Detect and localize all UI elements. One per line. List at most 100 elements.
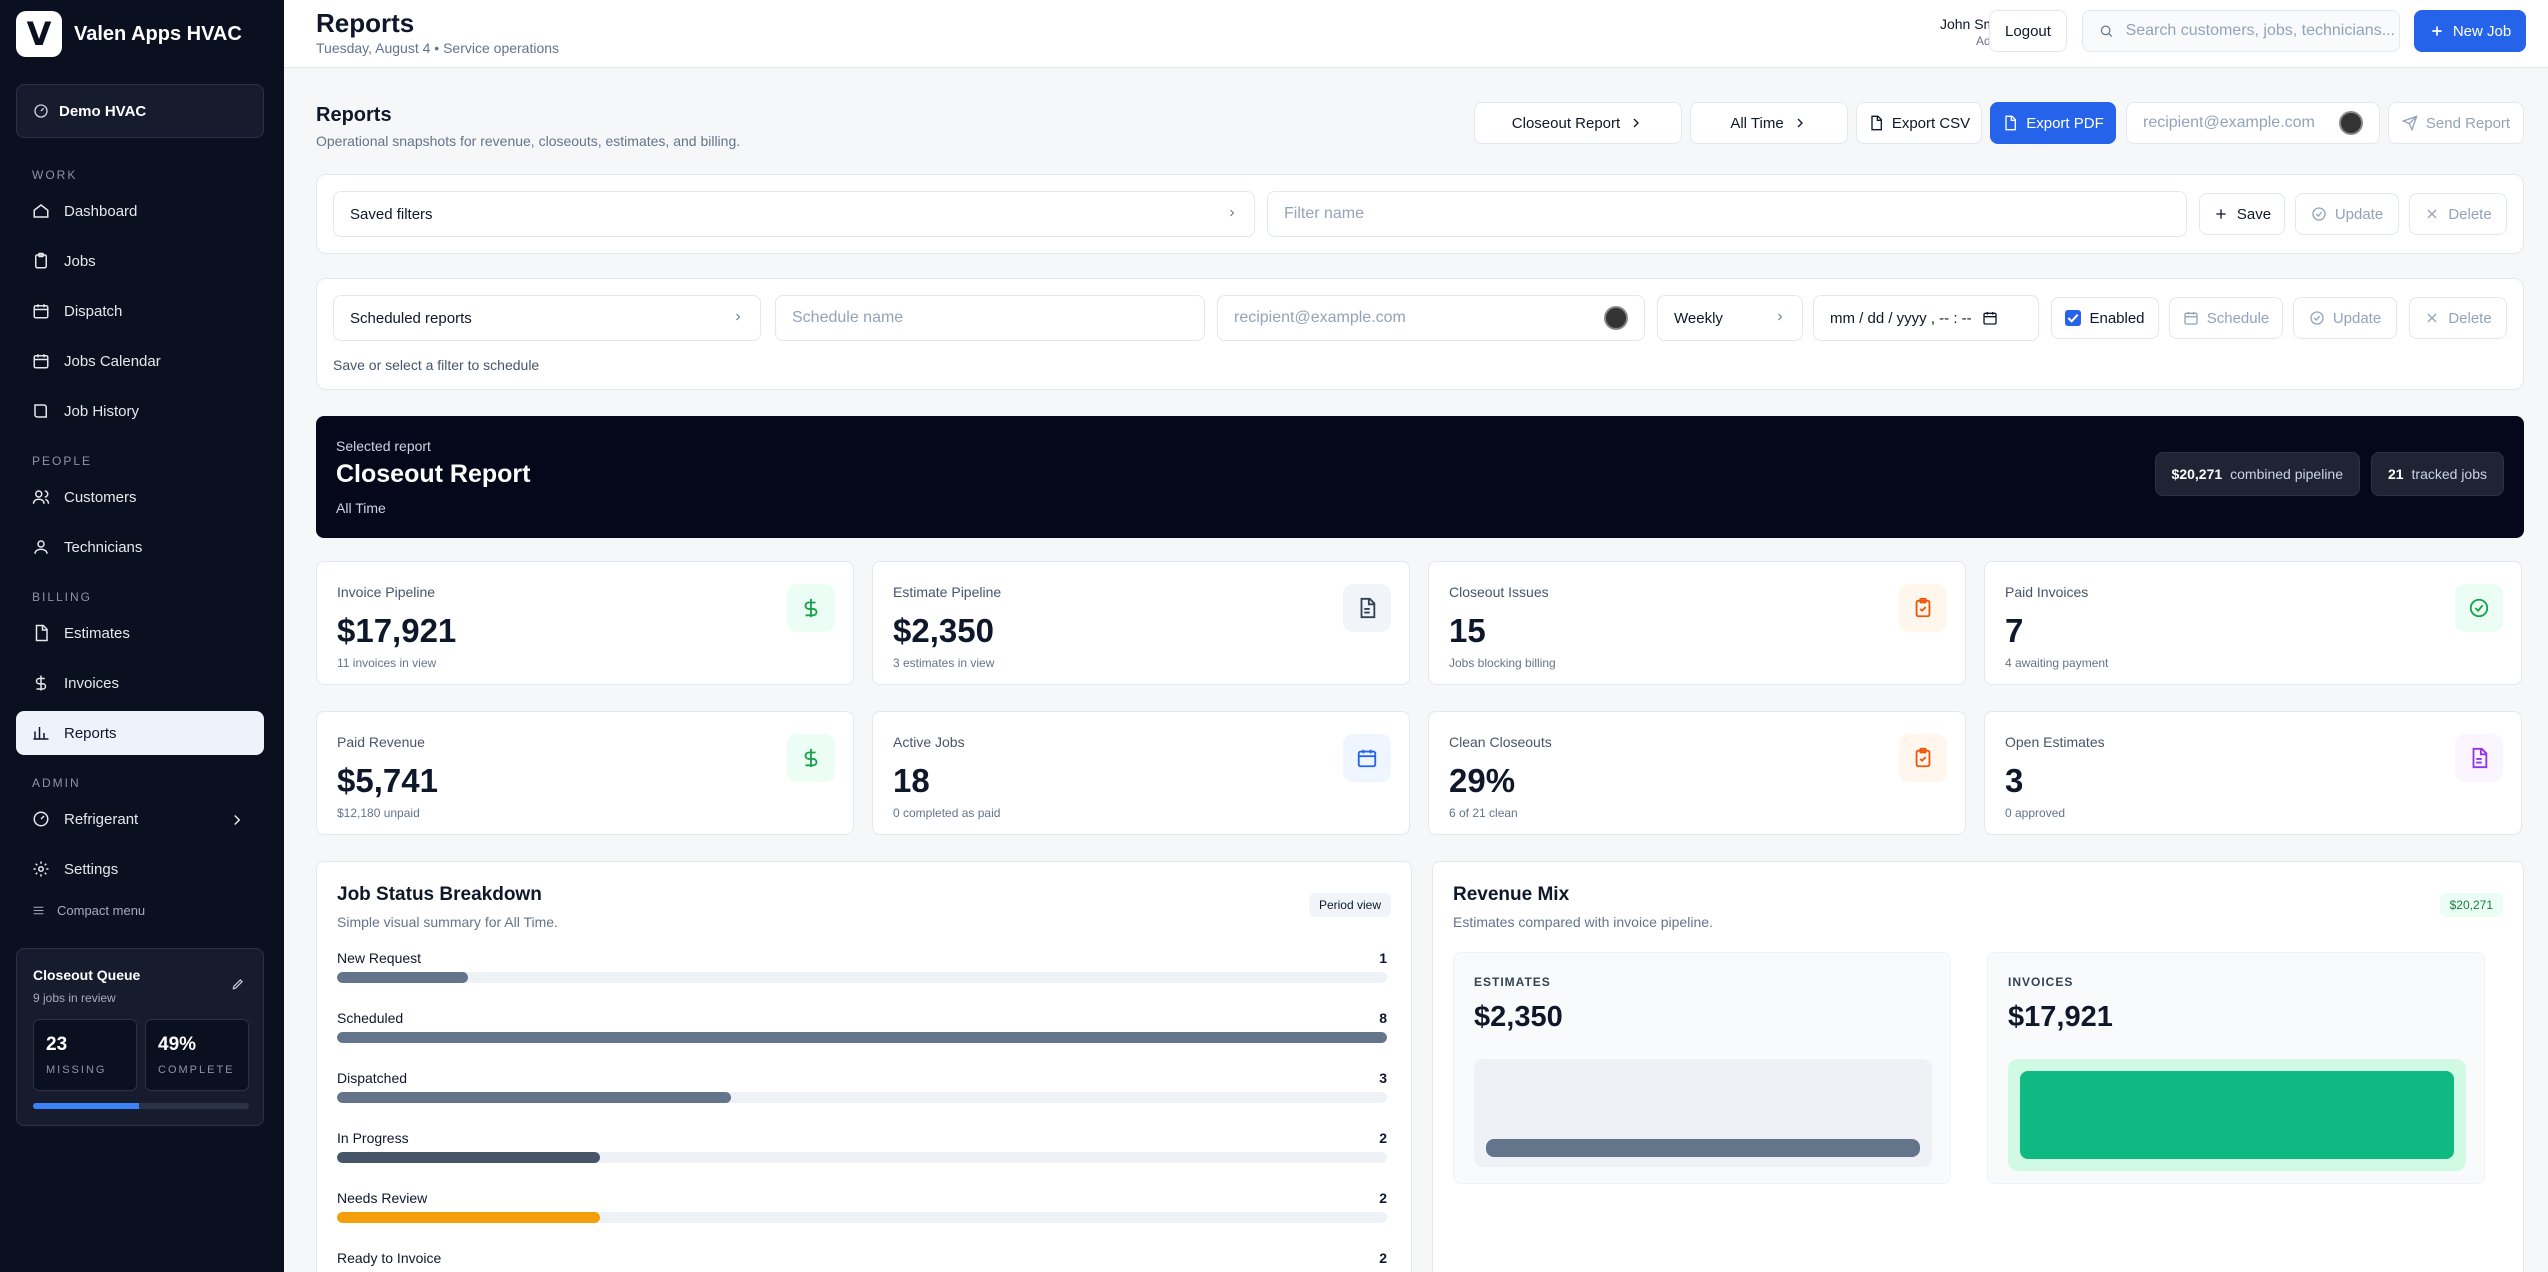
brand[interactable]: V Valen Apps HVAC bbox=[16, 11, 242, 57]
org-name: Demo HVAC bbox=[59, 102, 147, 120]
delete-filter-label: Delete bbox=[2448, 205, 2492, 223]
schedule-name-field[interactable] bbox=[775, 295, 1205, 341]
clipboard-icon bbox=[35, 252, 47, 269]
enabled-toggle[interactable]: Enabled bbox=[2051, 297, 2159, 339]
kpi-label: Active Jobs bbox=[893, 734, 965, 750]
status-fill bbox=[337, 972, 469, 983]
sidebar-item-dashboard[interactable]: Dashboard bbox=[16, 189, 264, 233]
kpi-card: Invoice Pipeline $17,921 11 invoices in … bbox=[316, 561, 854, 685]
file-icon bbox=[35, 624, 48, 642]
calendar-icon[interactable] bbox=[1982, 310, 1998, 326]
schedule-datetime-field[interactable]: mm / dd / yyyy , -- : -- bbox=[1813, 295, 2039, 341]
estimates-bar bbox=[1486, 1139, 1920, 1157]
brand-name: Valen Apps HVAC bbox=[74, 22, 242, 45]
status-row: Scheduled 8 bbox=[337, 1010, 1387, 1050]
section-subtitle: Operational snapshots for revenue, close… bbox=[316, 133, 741, 149]
time-range-select[interactable]: All Time bbox=[1690, 102, 1848, 144]
kpi-icon-box bbox=[1343, 734, 1391, 782]
status-subtitle: Simple visual summary for All Time. bbox=[337, 914, 558, 930]
logout-button[interactable]: Logout bbox=[1989, 10, 2067, 52]
brand-logo: V bbox=[16, 11, 62, 57]
filter-name-input[interactable] bbox=[1284, 205, 2170, 223]
sidebar-item-job-history[interactable]: Job History bbox=[16, 389, 264, 433]
send-report-button[interactable]: Send Report bbox=[2388, 102, 2524, 144]
kpi-value: 7 bbox=[2005, 612, 2024, 649]
send-recipient-field[interactable] bbox=[2126, 102, 2380, 144]
status-name: Scheduled bbox=[337, 1010, 404, 1026]
pipeline-value: $20,271 bbox=[2171, 466, 2223, 482]
sidebar-item-technicians[interactable]: Technicians bbox=[16, 525, 264, 569]
schedule-recipient-input[interactable] bbox=[1234, 309, 1596, 327]
gauge-icon bbox=[34, 104, 48, 118]
sidebar-item-label: Settings bbox=[64, 860, 119, 878]
kpi-card: Paid Revenue $5,741 $12,180 unpaid bbox=[316, 711, 854, 835]
kpi-card: Closeout Issues 15 Jobs blocking billing bbox=[1428, 561, 1966, 685]
sidebar-item-invoices[interactable]: Invoices bbox=[16, 661, 264, 705]
kpi-note: Jobs blocking billing bbox=[1449, 656, 1556, 670]
sidebar-item-label: Dashboard bbox=[64, 202, 138, 220]
chevron-right-icon bbox=[1633, 118, 1640, 128]
sidebar-item-label: Job History bbox=[64, 402, 140, 420]
status-title: Job Status Breakdown bbox=[337, 884, 542, 905]
sidebar-item-jobs[interactable]: Jobs bbox=[16, 239, 264, 283]
kpi-value: 15 bbox=[1449, 612, 1486, 649]
update-filter-button[interactable]: Update bbox=[2295, 193, 2399, 235]
delete-filter-button[interactable]: Delete bbox=[2409, 193, 2507, 235]
clipboard-check-icon bbox=[1915, 747, 1931, 768]
user-icon bbox=[34, 540, 48, 554]
mix-total-badge: $20,271 bbox=[2439, 893, 2503, 917]
schedule-button[interactable]: Schedule bbox=[2169, 297, 2283, 339]
export-csv-button[interactable]: Export CSV bbox=[1856, 102, 1982, 144]
saved-filters-select[interactable]: Saved filters bbox=[333, 191, 1255, 237]
scheduled-reports-select[interactable]: Scheduled reports bbox=[333, 295, 761, 341]
sidebar-item-settings[interactable]: Settings bbox=[16, 847, 264, 891]
scheduled-reports-value: Scheduled reports bbox=[350, 309, 472, 327]
status-track bbox=[337, 1152, 1387, 1163]
check-circle-icon bbox=[2469, 598, 2489, 618]
filter-name-field[interactable] bbox=[1267, 191, 2187, 237]
enabled-checkbox[interactable] bbox=[2065, 310, 2082, 326]
schedule-recipient-field[interactable] bbox=[1217, 295, 1645, 341]
status-count: 3 bbox=[1379, 1070, 1387, 1086]
section-title: Reports bbox=[316, 104, 392, 126]
mix-subtitle: Estimates compared with invoice pipeline… bbox=[1453, 914, 1713, 930]
check-circle-icon bbox=[2312, 207, 2326, 221]
clipboard-check-icon bbox=[1915, 597, 1931, 618]
save-filter-button[interactable]: Save bbox=[2199, 193, 2285, 235]
sidebar-item-dispatch[interactable]: Dispatch bbox=[16, 289, 264, 333]
kpi-note: 3 estimates in view bbox=[893, 656, 995, 670]
schedule-name-input[interactable] bbox=[792, 309, 1188, 327]
status-row: Dispatched 3 bbox=[337, 1070, 1387, 1110]
kpi-value: $17,921 bbox=[337, 612, 457, 649]
search-input[interactable] bbox=[2125, 22, 2399, 40]
sidebar-item-jobs-calendar[interactable]: Jobs Calendar bbox=[16, 339, 264, 383]
kpi-icon-box bbox=[1899, 734, 1947, 782]
update-schedule-button[interactable]: Update bbox=[2293, 297, 2397, 339]
sidebar-item-refrigerant[interactable]: Refrigerant bbox=[16, 797, 264, 841]
delete-schedule-button[interactable]: Delete bbox=[2409, 297, 2507, 339]
kpi-card: Clean Closeouts 29% 6 of 21 clean bbox=[1428, 711, 1966, 835]
pencil-icon[interactable] bbox=[231, 977, 245, 991]
calendar-icon bbox=[33, 354, 49, 369]
send-recipient-input[interactable] bbox=[2143, 114, 2331, 132]
period-view-badge: Period view bbox=[1308, 893, 1391, 917]
status-name: Needs Review bbox=[337, 1190, 428, 1206]
sidebar-item-label: Customers bbox=[64, 488, 137, 506]
export-pdf-button[interactable]: Export PDF bbox=[1990, 102, 2116, 144]
frequency-select[interactable]: Weekly bbox=[1657, 295, 1803, 341]
sidebar-item-estimates[interactable]: Estimates bbox=[16, 611, 264, 655]
search-box[interactable] bbox=[2082, 10, 2400, 52]
report-type-select[interactable]: Closeout Report bbox=[1474, 102, 1682, 144]
calendar-icon bbox=[33, 304, 49, 319]
sidebar-item-label: Jobs Calendar bbox=[64, 352, 161, 370]
sidebar-item-customers[interactable]: Customers bbox=[16, 475, 264, 519]
sidebar-item-reports[interactable]: Reports bbox=[16, 711, 264, 755]
invoices-bar bbox=[2020, 1071, 2454, 1159]
hero-pre: Selected report bbox=[336, 438, 431, 454]
new-job-button[interactable]: New Job bbox=[2414, 10, 2526, 52]
kpi-label: Paid Invoices bbox=[2005, 584, 2089, 600]
new-job-label: New Job bbox=[2452, 22, 2512, 40]
org-switcher[interactable]: Demo HVAC bbox=[16, 84, 264, 138]
closeout-queue[interactable]: Closeout Queue 9 jobs in review 23 MISSI… bbox=[16, 948, 264, 1126]
compact-menu-toggle[interactable]: Compact menu bbox=[32, 903, 145, 918]
